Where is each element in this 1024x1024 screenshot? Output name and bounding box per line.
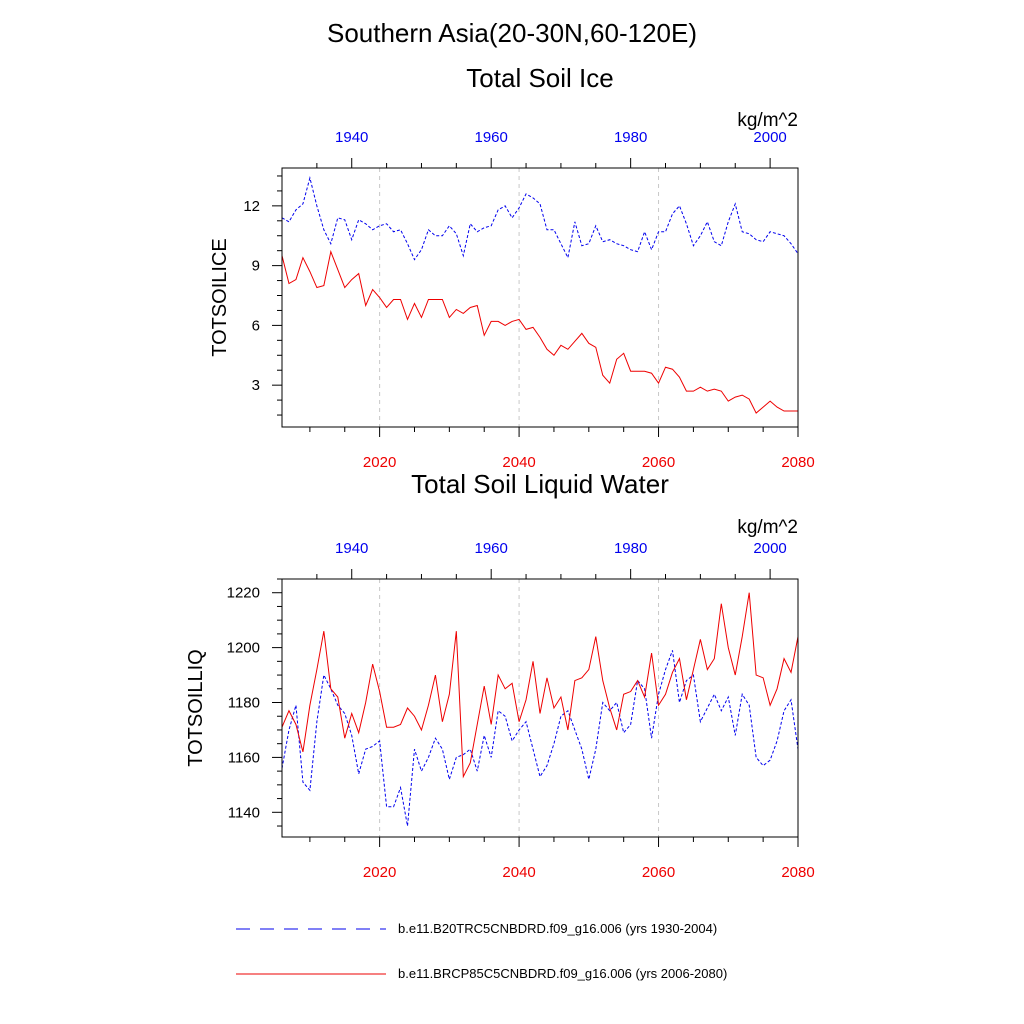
legend: b.e11.B20TRC5CNBDRD.f09_g16.006 (yrs 193… (236, 921, 727, 981)
plot-frame (281, 167, 799, 428)
y-tick-label: 3 (252, 377, 260, 394)
legend-future-label: b.e11.BRCP85C5CNBDRD.f09_g16.006 (yrs 20… (398, 966, 727, 981)
series-historical-line (282, 650, 798, 827)
bottom-tick-label: 2080 (781, 864, 814, 881)
top-tick-label: 2000 (753, 129, 786, 146)
y-tick-label: 1200 (227, 640, 260, 657)
panel2-units: kg/m^2 (737, 517, 798, 538)
top-tick-label: 1940 (335, 129, 368, 146)
y-tick-label: 1180 (228, 695, 260, 712)
plot-frame (281, 578, 799, 838)
series-future-line (282, 592, 798, 779)
bottom-tick-label: 2060 (642, 454, 675, 471)
y-tick-label: 12 (243, 198, 260, 215)
bottom-tick-label: 2040 (502, 454, 535, 471)
top-tick-label: 2000 (753, 540, 786, 557)
panel2-title: Total Soil Liquid Water (411, 469, 669, 499)
y-tick-label: 1220 (227, 585, 260, 602)
top-tick-label: 1960 (475, 540, 508, 557)
bottom-tick-label: 2060 (642, 864, 675, 881)
region-title: Southern Asia(20-30N,60-120E) (327, 18, 697, 48)
y-tick-label: 9 (252, 258, 260, 275)
y-tick-label: 6 (252, 317, 260, 334)
series-future-line (282, 249, 798, 414)
top-tick-label: 1940 (335, 540, 368, 557)
y-axis-label: TOTSOILLIQ (185, 649, 207, 766)
panel1-title: Total Soil Ice (466, 63, 613, 93)
top-tick-label: 1980 (614, 540, 647, 557)
bottom-tick-label: 2040 (502, 864, 535, 881)
top-tick-label: 1980 (614, 129, 647, 146)
top-tick-label: 1960 (475, 129, 508, 146)
legend-historical-label: b.e11.B20TRC5CNBDRD.f09_g16.006 (yrs 193… (398, 921, 717, 936)
series-historical-line (282, 175, 798, 261)
panel1-units: kg/m^2 (737, 110, 798, 131)
y-tick-label: 1160 (228, 749, 260, 766)
bottom-tick-label: 2020 (363, 864, 396, 881)
bottom-tick-label: 2020 (363, 454, 396, 471)
soil-liquid-water-chart: 2020 2040 2060 2080 1940 1960 1980 2000 1140 1160… (185, 540, 815, 881)
y-tick-label: 1140 (228, 804, 260, 821)
soil-ice-chart: 2020 2040 2060 2080 1940 1960 1980 2000 3 6 9 12 TOT… (209, 129, 815, 471)
bottom-tick-label: 2080 (781, 454, 814, 471)
y-axis-label: TOTSOILICE (209, 238, 231, 357)
